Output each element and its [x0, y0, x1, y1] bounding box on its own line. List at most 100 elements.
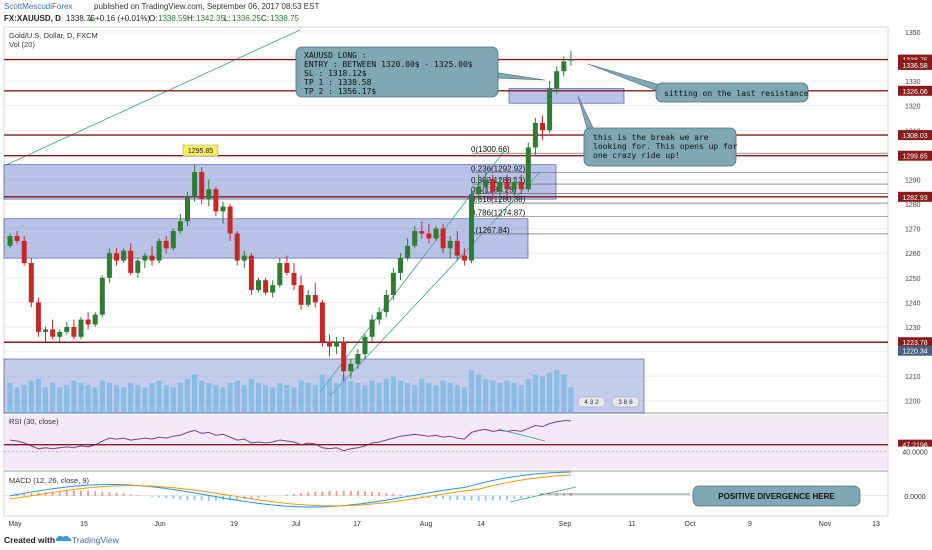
volume-bar [504, 380, 510, 413]
candle-body [64, 326, 70, 332]
volume-bar [241, 385, 247, 413]
macd-histogram-bar [172, 495, 175, 499]
created-with-text: Created with [4, 535, 55, 545]
resistance-callout-text: sitting on the last resistance [664, 89, 809, 98]
candle-body [99, 277, 105, 315]
candle-body [7, 235, 13, 246]
trade-setup-line: TP 2 : 1356.17$ [304, 87, 376, 96]
volume-bar [362, 385, 368, 413]
macd-histogram-bar [122, 493, 125, 496]
x-tick-label: 14 [477, 521, 485, 528]
volume-bar [476, 374, 482, 413]
volume-bar [305, 383, 311, 413]
volume-bar [128, 383, 134, 413]
fib-label: 0.618(1280.38) [471, 195, 526, 204]
macd-histogram-bar [371, 491, 374, 496]
macd-histogram-bar [87, 490, 90, 496]
candle-body [227, 206, 233, 234]
macd-histogram-bar [236, 495, 239, 500]
candle-body [419, 231, 425, 234]
macd-histogram-bar [527, 495, 530, 498]
rsi-title: RSI (30, close) [9, 417, 59, 426]
volume-bar [412, 385, 418, 413]
macd-histogram-bar [562, 493, 565, 496]
volume-bar [149, 383, 155, 413]
macd-histogram-bar [257, 495, 260, 498]
candle-body [405, 245, 411, 259]
macd-histogram-bar [23, 494, 26, 496]
candle-body [497, 181, 503, 192]
volume-bar [483, 378, 489, 413]
candle-body [213, 189, 219, 212]
price-tag [898, 130, 932, 141]
symbol-label: FX:XAUUSD, D [4, 14, 61, 23]
volume-bar [213, 385, 219, 413]
candle-body [298, 285, 304, 305]
volume-bar [35, 378, 41, 413]
close-value: 1338.75 [270, 14, 299, 23]
change-arrow-icon: ▲ [87, 14, 95, 23]
entry-zone [508, 88, 625, 104]
price-tag [898, 59, 932, 70]
volume-bar [376, 383, 382, 413]
volume-bar [554, 370, 560, 413]
volume-bar [561, 374, 567, 413]
macd-histogram-bar [165, 495, 168, 499]
author-name[interactable]: ScottMescudiForex [4, 2, 72, 11]
volume-bar [113, 385, 120, 413]
candle-body [525, 147, 531, 190]
last-price: 1338.75 [66, 14, 95, 23]
candle-body [561, 61, 567, 72]
macd-histogram-bar [477, 495, 480, 501]
candle-body [14, 235, 20, 241]
macd-histogram-bar [491, 495, 494, 501]
volume-bar [518, 385, 524, 413]
macd-histogram-bar [342, 490, 345, 496]
volume-bar [50, 383, 56, 413]
macd-histogram-bar [214, 495, 217, 501]
volume-bar [199, 380, 205, 413]
candle-body [248, 255, 254, 291]
volume-bar [14, 387, 20, 413]
macd-histogram-bar [101, 491, 104, 496]
x-tick-label: May [8, 521, 22, 528]
macd-histogram-bar [470, 495, 473, 501]
tradingview-brand[interactable]: TradingView [72, 535, 120, 545]
y-tick-label: 1270 [905, 227, 921, 234]
volume-bar [334, 383, 340, 413]
trade-setup-line: TP 1 : 1338.58 [304, 78, 372, 87]
price-tag-text: 1299.65 [902, 154, 927, 161]
candle-body [177, 221, 183, 232]
candle-body [206, 189, 212, 200]
candle-body [234, 233, 240, 261]
macd-histogram-bar [285, 494, 288, 496]
candle-body [43, 329, 48, 332]
candle-body [277, 263, 283, 286]
volume-bar [390, 376, 396, 413]
volume-bar [170, 387, 176, 413]
trend-line [3, 29, 301, 167]
candle-body [85, 319, 91, 325]
volume-bar [468, 370, 475, 413]
y-tick-label: 1230 [905, 325, 921, 332]
rsi-band [4, 415, 888, 469]
price-tag [898, 191, 932, 202]
macd-histogram-bar [449, 495, 452, 500]
candle-body [390, 272, 396, 295]
x-tick-label: 11 [628, 521, 635, 528]
volume-bar [511, 383, 517, 413]
macd-histogram-bar [229, 495, 232, 501]
high-price-badge-text: 1295.85 [188, 148, 213, 155]
macd-histogram-bar [356, 491, 359, 496]
supply-zone [3, 164, 557, 200]
macd-histogram-bar [179, 495, 182, 500]
volume-bar [57, 387, 63, 413]
candle-body [78, 319, 84, 337]
candle-body [440, 228, 446, 249]
candle-body [92, 314, 98, 325]
y-tick-label: 1350 [905, 30, 921, 37]
tradingview-cloud-icon [56, 535, 72, 541]
volume-bar [383, 378, 389, 413]
fib-label: 0.382(1288.13) [471, 176, 526, 185]
